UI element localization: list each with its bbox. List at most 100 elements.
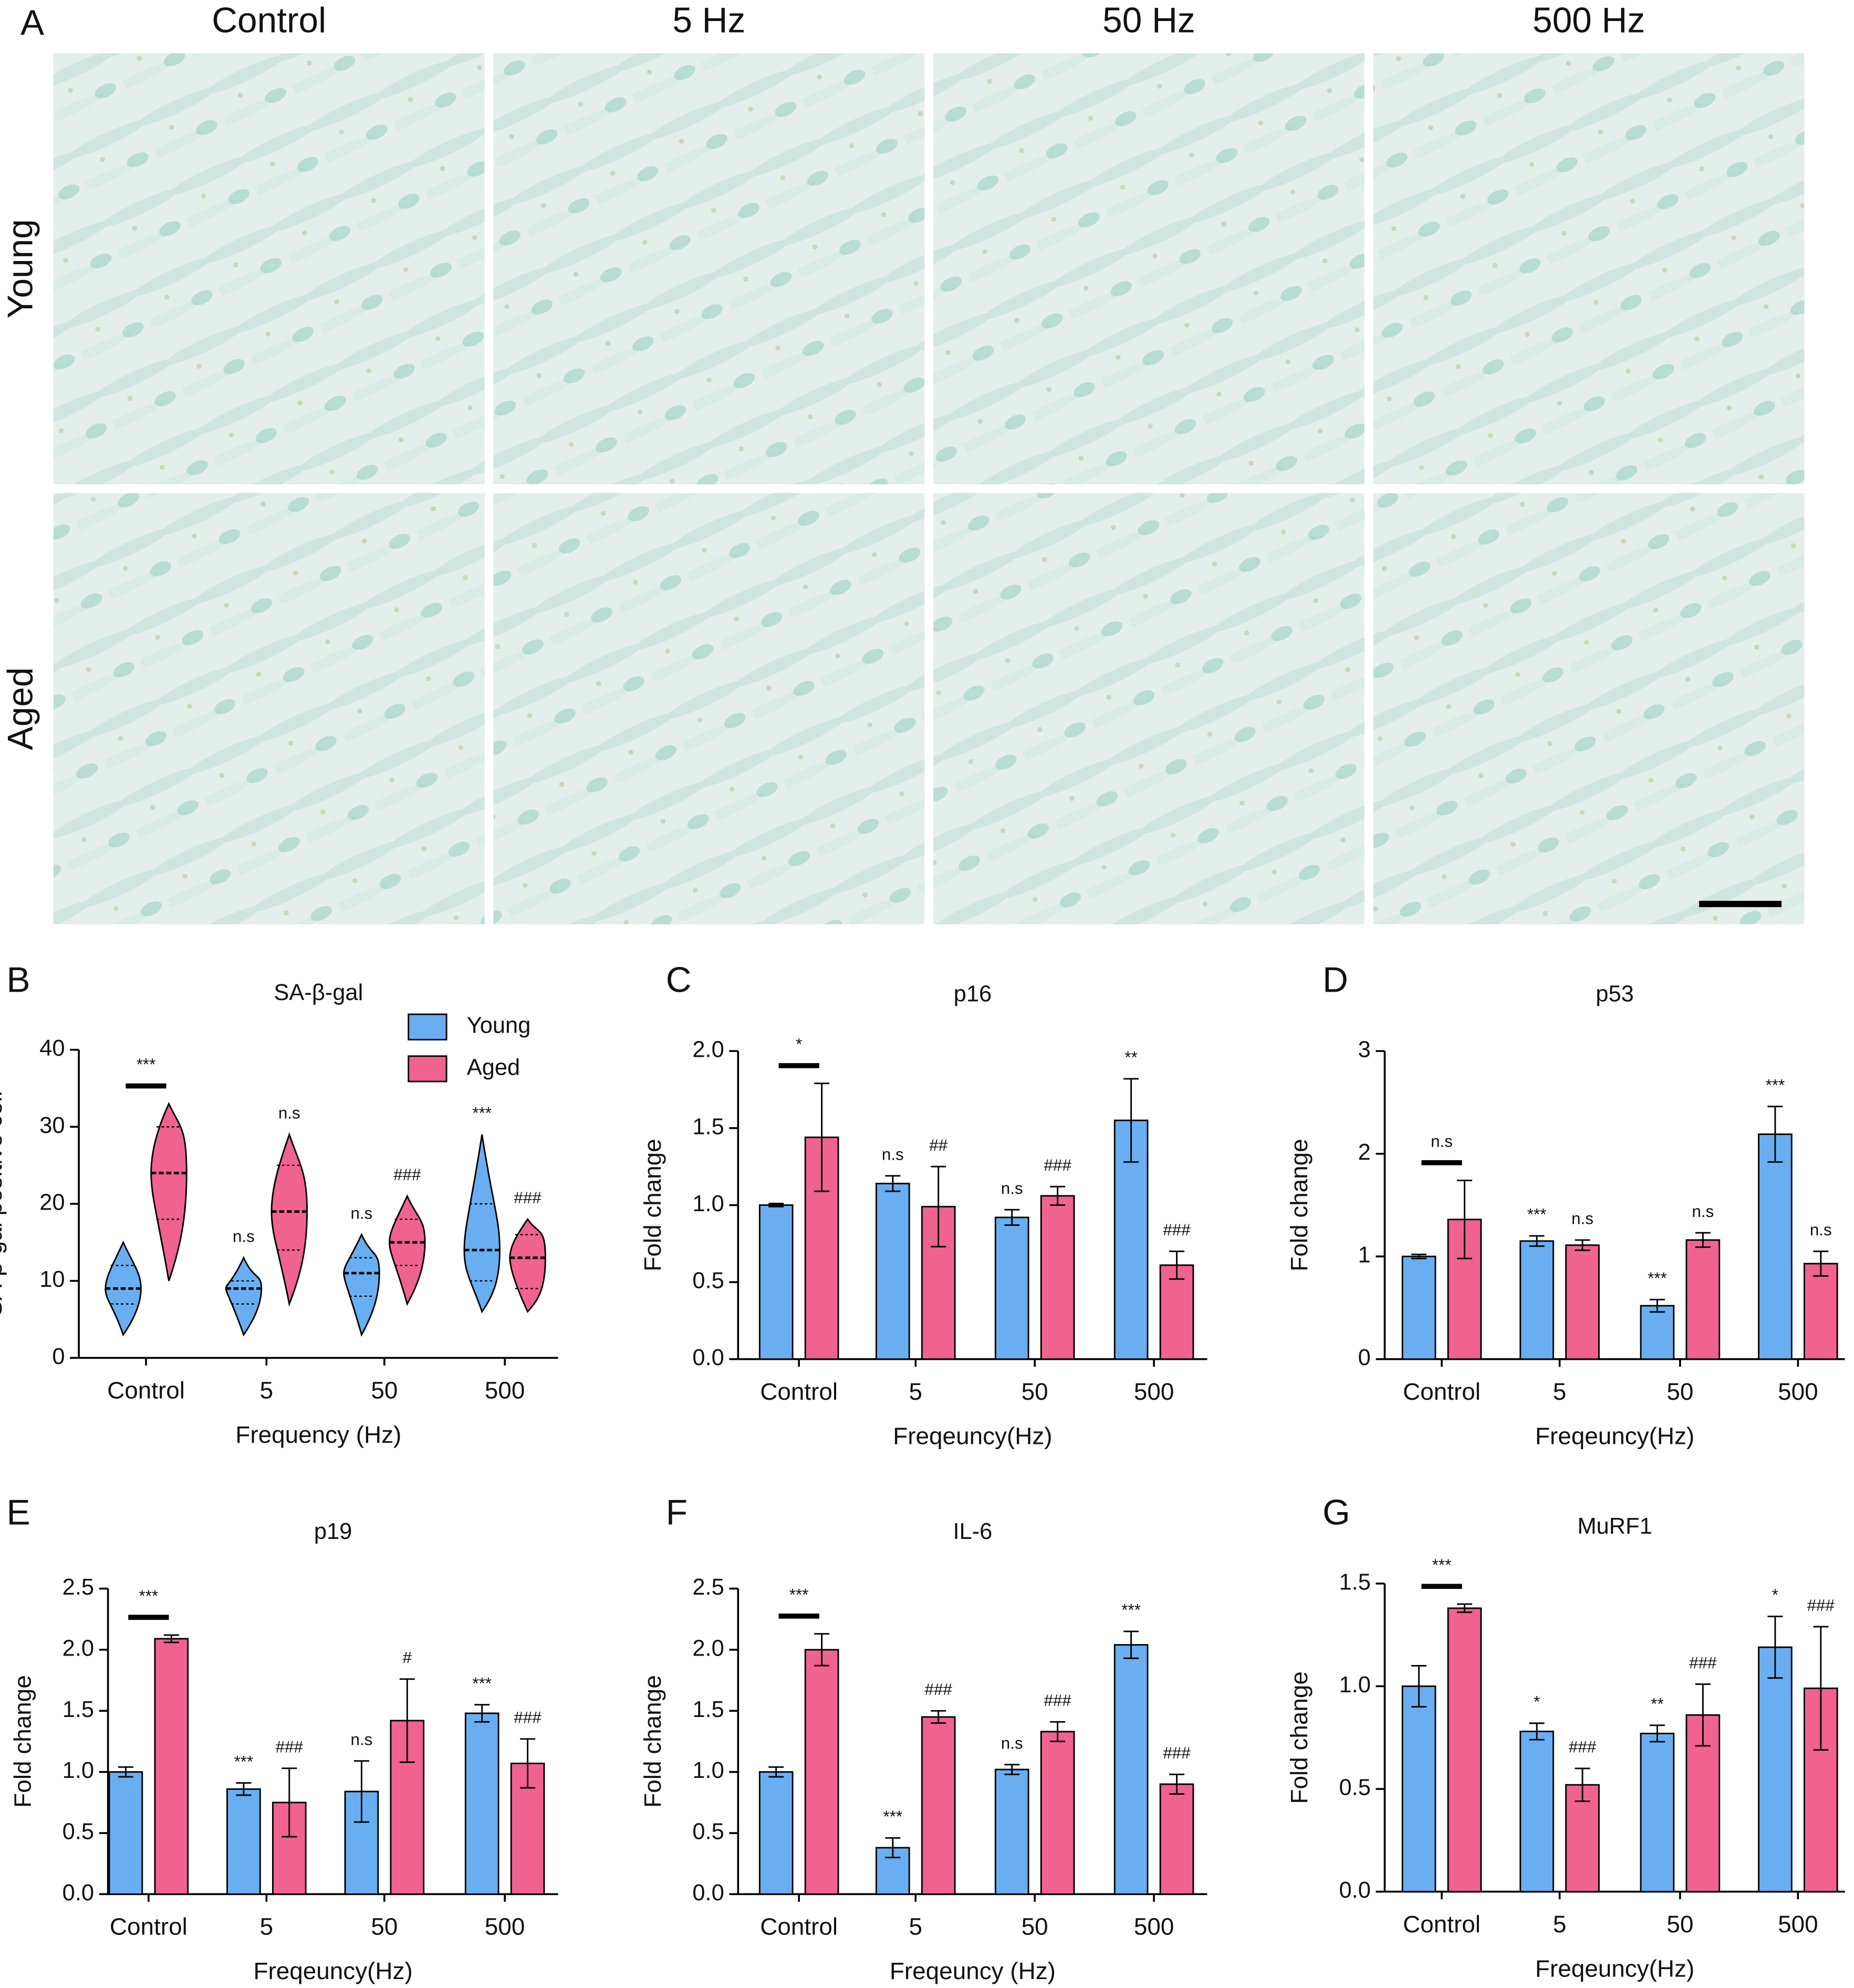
significance: ***: [883, 1807, 903, 1826]
y-tick-label: 0.0: [63, 1880, 94, 1906]
violin: [150, 1101, 188, 1282]
significance: n.s: [278, 1104, 300, 1122]
y-tick-label: 0.5: [63, 1819, 94, 1845]
violin: [389, 1194, 426, 1306]
panel-label: C: [666, 961, 692, 1000]
bracket-label: ***: [137, 1055, 156, 1074]
error-bar: [1050, 1185, 1066, 1206]
y-tick-label: 0.5: [1339, 1775, 1370, 1800]
y-tick-label: 1: [1358, 1243, 1371, 1268]
x-tick-label: 5: [1553, 1910, 1567, 1938]
column-title: 5 Hz: [672, 1, 745, 40]
x-axis-label: Freqeuncy(Hz): [1535, 1422, 1694, 1449]
panel-label: E: [7, 1493, 30, 1532]
y-tick-label: 2.0: [692, 1636, 724, 1661]
error-bar: [1529, 1722, 1545, 1741]
error-bar: [885, 1175, 901, 1192]
x-tick-label: 500: [485, 1377, 525, 1404]
bracket-label: *: [796, 1035, 802, 1054]
y-tick-label: 20: [39, 1190, 65, 1215]
x-tick-label: 50: [1666, 1378, 1693, 1405]
x-tick-label: Control: [1403, 1910, 1481, 1938]
bracket-label: ***: [139, 1587, 159, 1605]
x-tick-label: 5: [1553, 1378, 1567, 1405]
significance: ###: [1163, 1221, 1191, 1239]
column-title: 50 Hz: [1102, 1, 1195, 40]
error-bar: [1123, 1078, 1139, 1163]
error-bar: [931, 1710, 946, 1724]
error-bar: [1411, 1664, 1427, 1708]
error-bar: [1695, 1232, 1711, 1248]
bar: [758, 1771, 794, 1895]
x-tick-label: Control: [760, 1913, 838, 1940]
x-tick-label: 500: [1778, 1378, 1818, 1405]
legend-label: Young: [467, 1013, 531, 1038]
significance: ***: [234, 1752, 254, 1771]
error-bar: [474, 1704, 490, 1723]
y-tick-label: 10: [39, 1267, 65, 1292]
y-axis-label: SA-β-gal positive cell: [0, 1091, 7, 1316]
y-tick-label: 0: [1358, 1345, 1371, 1370]
significance: n.s: [350, 1204, 372, 1222]
chart-title: SA-β-gal: [274, 980, 363, 1005]
bar: [1401, 1255, 1436, 1360]
significance: *: [1534, 1693, 1540, 1711]
y-axis-label: Fold change: [639, 1139, 666, 1271]
y-tick-label: 3: [1358, 1037, 1371, 1063]
x-tick-label: Control: [107, 1377, 185, 1404]
column-title: 500 Hz: [1533, 1, 1645, 40]
error-bar: [768, 1766, 784, 1778]
y-tick-label: 2.0: [692, 1037, 724, 1063]
error-bar: [1575, 1767, 1590, 1802]
error-bar: [814, 1633, 830, 1667]
micrograph: [933, 53, 1365, 485]
bar: [108, 1771, 143, 1895]
significance: ###: [1044, 1156, 1071, 1174]
y-tick-label: 2.5: [63, 1575, 94, 1600]
error-bar: [1649, 1298, 1665, 1313]
bar: [1401, 1685, 1436, 1892]
y-tick-label: 1.0: [1339, 1672, 1370, 1698]
panel-label: A: [20, 3, 44, 43]
y-tick-label: 1.5: [63, 1697, 94, 1722]
x-tick-label: 5: [260, 1377, 274, 1404]
x-tick-label: 5: [260, 1913, 274, 1940]
x-tick-label: Control: [760, 1378, 838, 1405]
bar: [1640, 1732, 1675, 1892]
error-bar: [1695, 1683, 1711, 1747]
y-tick-label: 2: [1358, 1140, 1371, 1165]
legend-swatch: [408, 1055, 447, 1083]
bar: [1685, 1239, 1721, 1360]
error-bar: [1529, 1235, 1545, 1247]
error-bar: [814, 1083, 830, 1192]
x-tick-label: 50: [1666, 1910, 1693, 1938]
bar: [1113, 1644, 1149, 1895]
significance: ###: [1044, 1691, 1071, 1710]
x-tick-label: 500: [1134, 1378, 1174, 1405]
error-bar: [1169, 1773, 1185, 1795]
panel-label: G: [1322, 1493, 1350, 1532]
chart-title: p53: [1596, 981, 1633, 1006]
micrograph: [53, 53, 485, 485]
significance: n.s: [233, 1227, 255, 1245]
micrograph: [1373, 53, 1805, 485]
violin: [463, 1134, 501, 1314]
bar: [994, 1216, 1029, 1360]
bar: [1113, 1119, 1149, 1360]
bar: [804, 1649, 839, 1895]
chart-title: p19: [314, 1519, 352, 1544]
column-title: Control: [212, 1, 326, 40]
y-axis-label: Fold change: [1285, 1671, 1313, 1804]
legend-label: Aged: [467, 1055, 520, 1080]
error-bar: [768, 1203, 784, 1208]
x-axis-label: Freqeuncy(Hz): [893, 1422, 1052, 1449]
violin: [225, 1256, 263, 1337]
error-bar: [282, 1767, 297, 1838]
y-tick-label: 30: [39, 1113, 65, 1138]
micrograph: [53, 493, 485, 924]
significance: ***: [1766, 1076, 1785, 1094]
micrograph: [933, 493, 1365, 924]
panel-label: B: [7, 961, 30, 1000]
bracket-label: ***: [1432, 1556, 1452, 1574]
row-label: Young: [1, 219, 40, 318]
